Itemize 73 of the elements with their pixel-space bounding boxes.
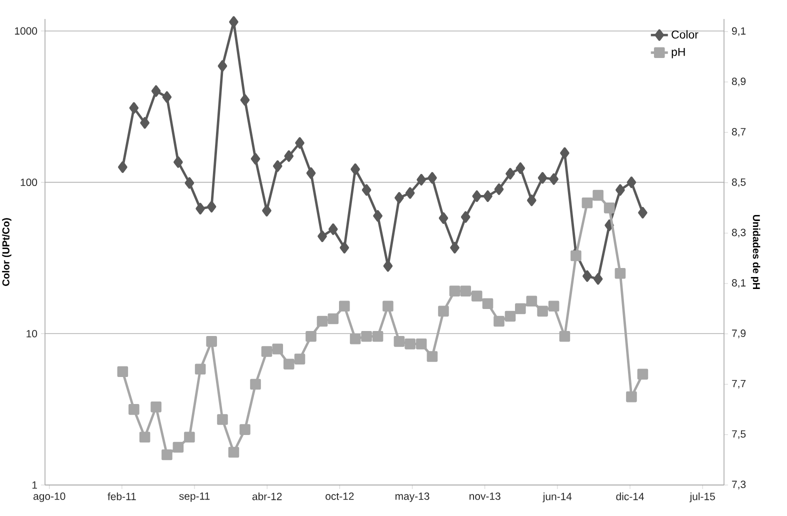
point (538, 172, 548, 184)
x-tick-label: nov-13 (470, 492, 500, 500)
point (250, 153, 260, 165)
point (350, 163, 360, 176)
y-tick-label: 100 (20, 178, 38, 186)
point (340, 242, 350, 254)
point (262, 204, 272, 216)
legend-label: Color (672, 30, 698, 39)
point (373, 210, 382, 222)
point (218, 60, 228, 72)
point (450, 242, 460, 254)
point (405, 187, 415, 199)
point (206, 200, 216, 213)
point (184, 177, 194, 189)
y-axis-title: Color (UPt/Co) (2, 218, 12, 286)
point (394, 192, 404, 204)
point (472, 190, 482, 202)
y2-tick-label: 8,1 (732, 279, 746, 288)
point (284, 150, 294, 162)
point (516, 162, 526, 174)
point (549, 173, 558, 185)
point (196, 202, 205, 214)
point (328, 223, 338, 235)
point (272, 160, 282, 172)
x-tick-label: jun-14 (542, 492, 572, 502)
x-tick-label: ago-10 (34, 492, 66, 502)
point (428, 172, 437, 184)
x-tick-label: jul-15 (690, 492, 715, 502)
x-tick-label: may-13 (396, 492, 430, 502)
point (560, 147, 570, 159)
y-tick-label: 1 (32, 481, 37, 489)
point (118, 161, 128, 173)
y2-tick-label: 7,9 (732, 330, 746, 338)
x-tick-label: abr-12 (252, 492, 282, 500)
point (494, 183, 504, 196)
y2-tick-label: 8,7 (732, 128, 746, 137)
y2-axis-title: Unidades de pH (750, 214, 760, 289)
point (383, 260, 393, 272)
y2-tick-label: 8,5 (732, 178, 746, 188)
point (174, 156, 183, 168)
point (582, 270, 592, 282)
y-tick-label: 10 (26, 330, 38, 338)
point (140, 117, 150, 129)
x-tick-label: dic-14 (616, 492, 644, 500)
point (362, 184, 372, 196)
x-tick-label: feb-11 (108, 492, 136, 500)
x-tick-label: sep-11 (179, 492, 210, 502)
point (483, 190, 492, 202)
point (638, 206, 648, 218)
point (616, 184, 625, 196)
y-tick-label: 1000 (15, 27, 38, 35)
y2-tick-label: 8,9 (732, 78, 746, 86)
point (506, 168, 515, 180)
x-tick-label: oct-12 (326, 492, 354, 500)
point (151, 85, 161, 97)
point (162, 91, 172, 103)
point (416, 174, 426, 186)
point (318, 230, 327, 242)
y2-tick-label: 8,3 (732, 228, 746, 238)
point (306, 167, 316, 179)
point (295, 137, 304, 149)
y2-tick-label: 7,7 (732, 380, 746, 389)
point (626, 176, 636, 188)
point (438, 212, 448, 224)
y2-tick-label: 7,5 (732, 430, 746, 439)
legend-label: pH (672, 48, 685, 58)
point (240, 94, 250, 106)
point (593, 273, 603, 285)
point (129, 102, 139, 114)
point (527, 194, 536, 206)
y2-tick-label: 9,1 (732, 27, 746, 36)
point (460, 211, 470, 223)
y2-tick-label: 7,3 (732, 480, 746, 490)
